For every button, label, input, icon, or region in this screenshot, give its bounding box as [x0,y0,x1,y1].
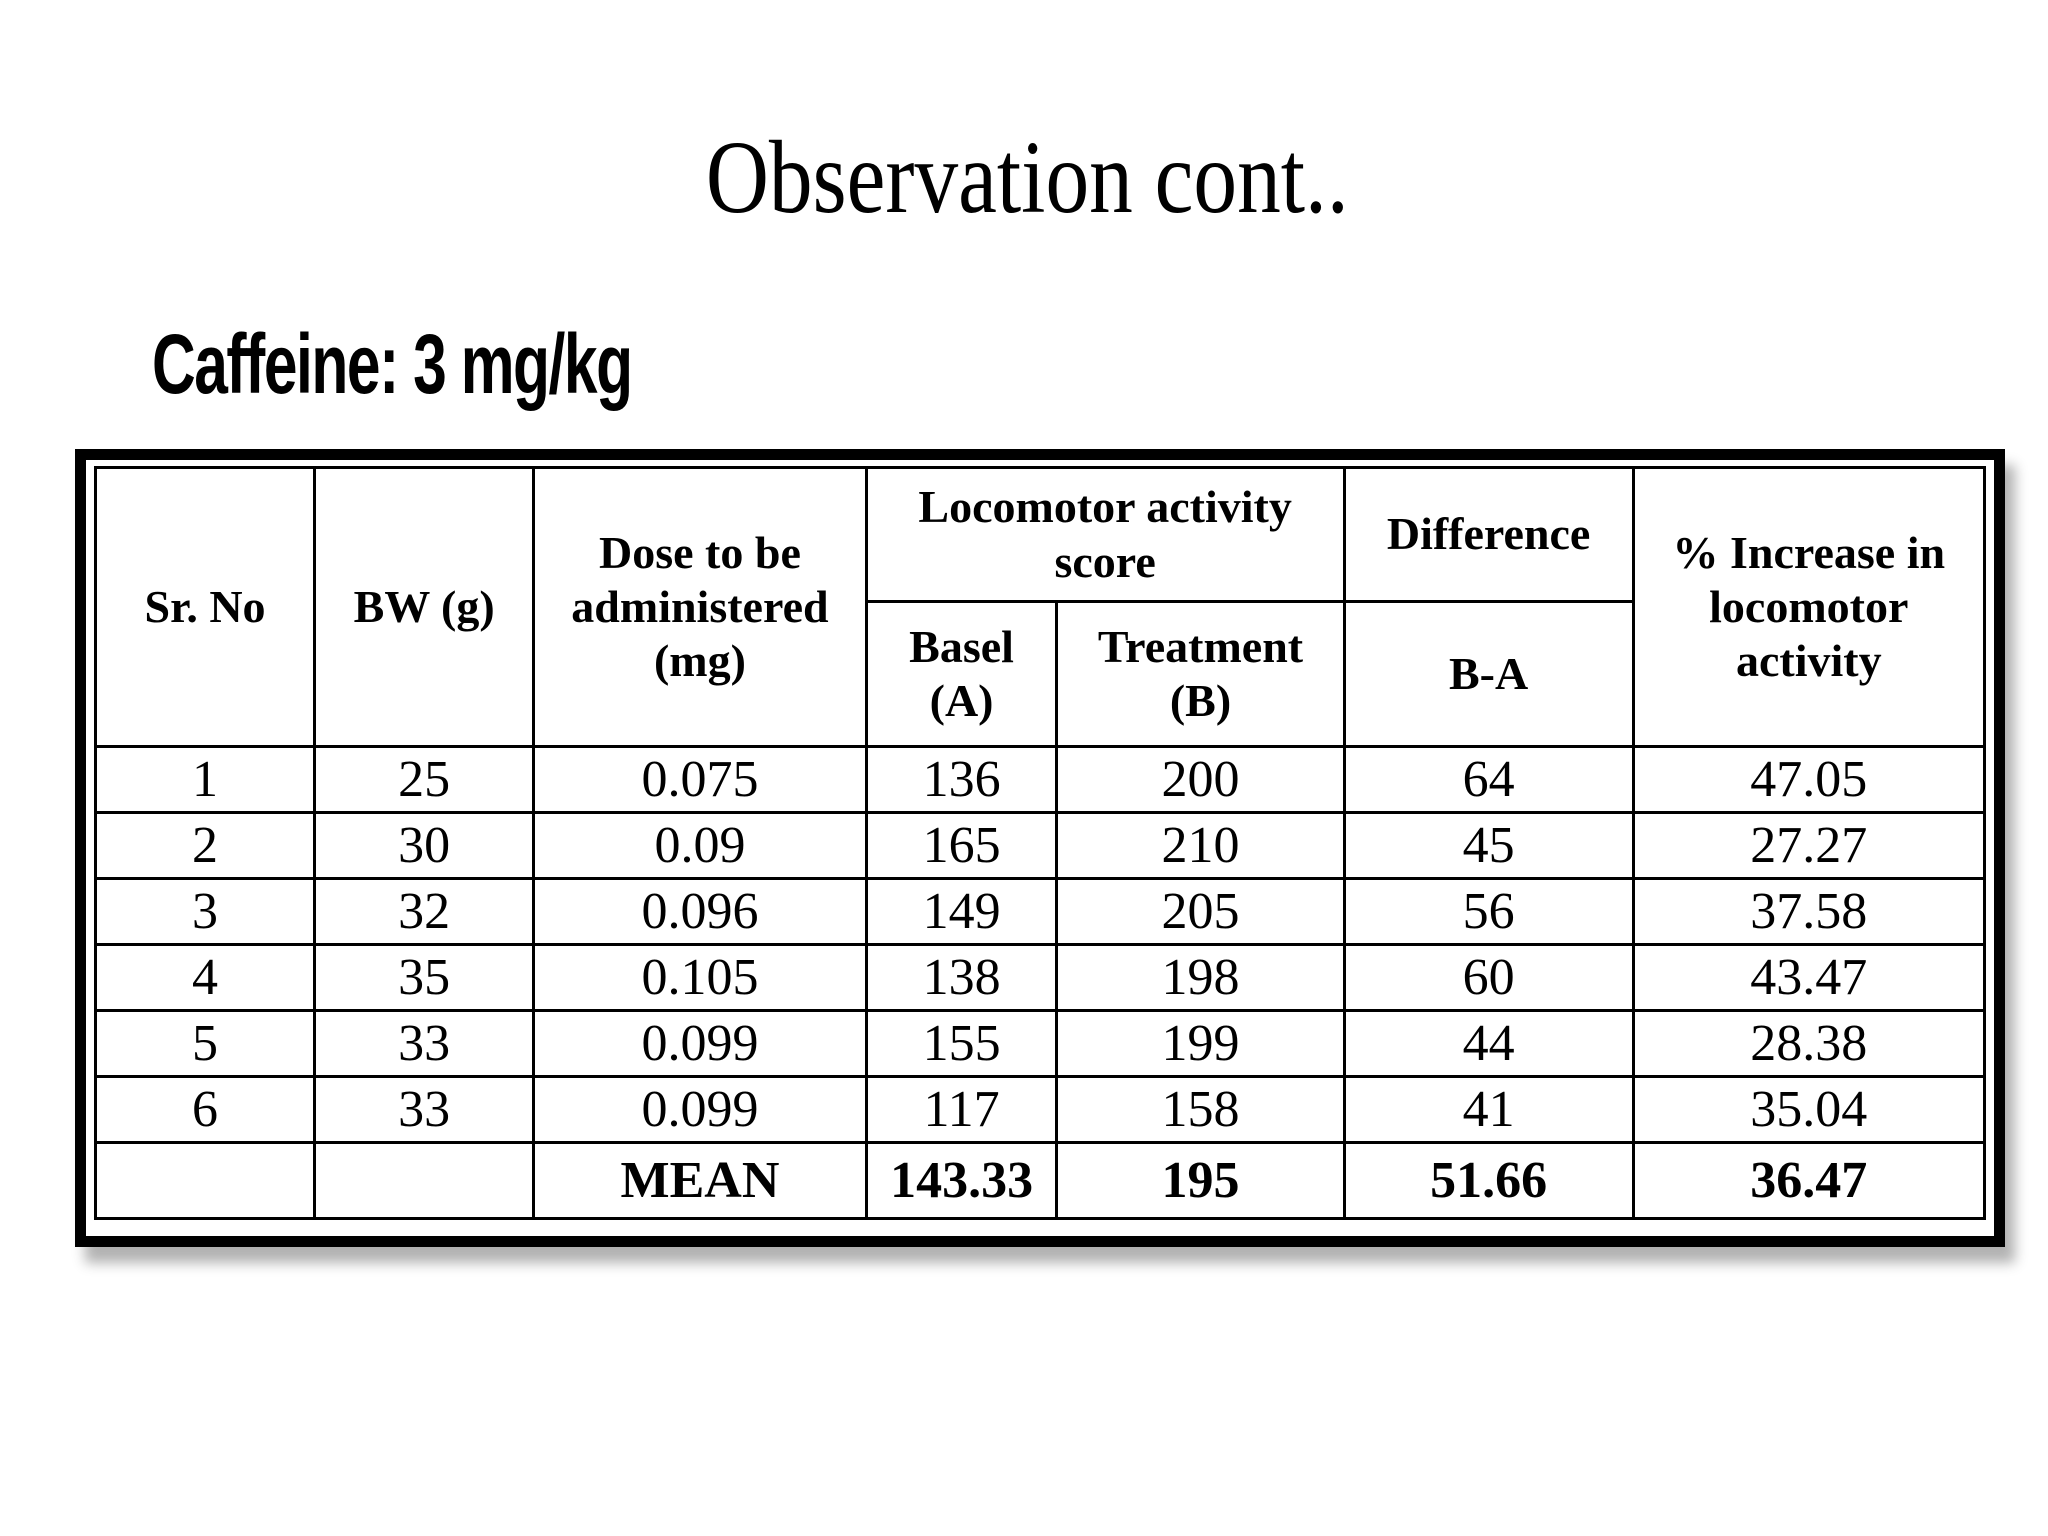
cell-dose: 0.075 [532,745,868,814]
cell-bw: 33 [313,1075,536,1144]
table-row: 6 33 0.099 117 158 41 35.04 [93,1075,1987,1144]
header-row-1: Sr. No BW (g) Dose to be administered (m… [93,466,1987,748]
cell-bw: 32 [313,877,536,946]
cell-mean-treatment: 195 [1055,1141,1346,1220]
table-header: Sr. No BW (g) Dose to be administered (m… [93,466,1987,748]
cell-pct: 47.05 [1631,745,1987,814]
cell-sr-no: 4 [93,943,317,1012]
page-title: Observation cont.. [705,120,1349,235]
cell-pct: 37.58 [1631,877,1987,946]
header-sr-no: Sr. No [93,466,317,748]
cell-mean-basel: 143.33 [864,1141,1059,1220]
cell-difference: 60 [1342,943,1635,1012]
cell-sr-no: 1 [93,745,317,814]
table-row: 1 25 0.075 136 200 64 47.05 [93,745,1987,814]
cell-dose: 0.096 [532,877,868,946]
cell-bw: 25 [313,745,536,814]
cell-treatment: 200 [1055,745,1346,814]
cell-basel: 165 [864,811,1059,880]
cell-treatment: 158 [1055,1075,1346,1144]
cell-bw: 30 [313,811,536,880]
cell-treatment: 199 [1055,1009,1346,1078]
header-locomotor-group: Locomotor activity score [864,466,1346,603]
cell-mean-label: MEAN [532,1141,868,1220]
cell-dose: 0.09 [532,811,868,880]
cell-sr-no-empty [93,1141,317,1220]
table-row: 3 32 0.096 149 205 56 37.58 [93,877,1987,946]
header-basel: Basel (A) [864,600,1059,748]
table-body: 1 25 0.075 136 200 64 47.05 2 30 0.09 16… [93,745,1987,1220]
header-row-2: Basel (A) Treatment (B) B-A [96,600,1985,748]
cell-dose: 0.105 [532,943,868,1012]
cell-dose: 0.099 [532,1009,868,1078]
cell-sr-no: 6 [93,1075,317,1144]
header-bw: BW (g) [313,466,536,748]
cell-basel: 138 [864,943,1059,1012]
cell-difference: 64 [1342,745,1635,814]
cell-bw-empty [313,1141,536,1220]
cell-dose: 0.099 [532,1075,868,1144]
cell-mean-difference: 51.66 [1342,1141,1635,1220]
table-row: 2 30 0.09 165 210 45 27.27 [93,811,1987,880]
observation-table: Sr. No BW (g) Dose to be administered (m… [93,466,1987,1220]
cell-mean-pct: 36.47 [1631,1141,1987,1220]
table-mean-row: MEAN 143.33 195 51.66 36.47 [93,1141,1987,1220]
header-b-minus-a: B-A [1342,600,1635,748]
cell-treatment: 210 [1055,811,1346,880]
header-pct-increase: % Increase in locomotor activity [1631,466,1987,748]
cell-difference: 44 [1342,1009,1635,1078]
cell-basel: 155 [864,1009,1059,1078]
cell-bw: 35 [313,943,536,1012]
cell-difference: 56 [1342,877,1635,946]
cell-sr-no: 3 [93,877,317,946]
table-row: 4 35 0.105 138 198 60 43.47 [93,943,1987,1012]
table-row: 5 33 0.099 155 199 44 28.38 [93,1009,1987,1078]
header-dose: Dose to be administered (mg) [532,466,868,748]
cell-basel: 149 [864,877,1059,946]
cell-pct: 43.47 [1631,943,1987,1012]
cell-sr-no: 2 [93,811,317,880]
slide-subtitle: Caffeine: 3 mg/kg [152,317,633,411]
cell-treatment: 205 [1055,877,1346,946]
cell-basel: 117 [864,1075,1059,1144]
cell-difference: 41 [1342,1075,1635,1144]
cell-pct: 27.27 [1631,811,1987,880]
cell-pct: 35.04 [1631,1075,1987,1144]
cell-bw: 33 [313,1009,536,1078]
cell-basel: 136 [864,745,1059,814]
header-treatment: Treatment (B) [1055,600,1346,748]
cell-treatment: 198 [1055,943,1346,1012]
header-difference: Difference [1342,466,1635,603]
cell-difference: 45 [1342,811,1635,880]
cell-sr-no: 5 [93,1009,317,1078]
observation-table-frame: Sr. No BW (g) Dose to be administered (m… [75,449,2005,1247]
cell-pct: 28.38 [1631,1009,1987,1078]
